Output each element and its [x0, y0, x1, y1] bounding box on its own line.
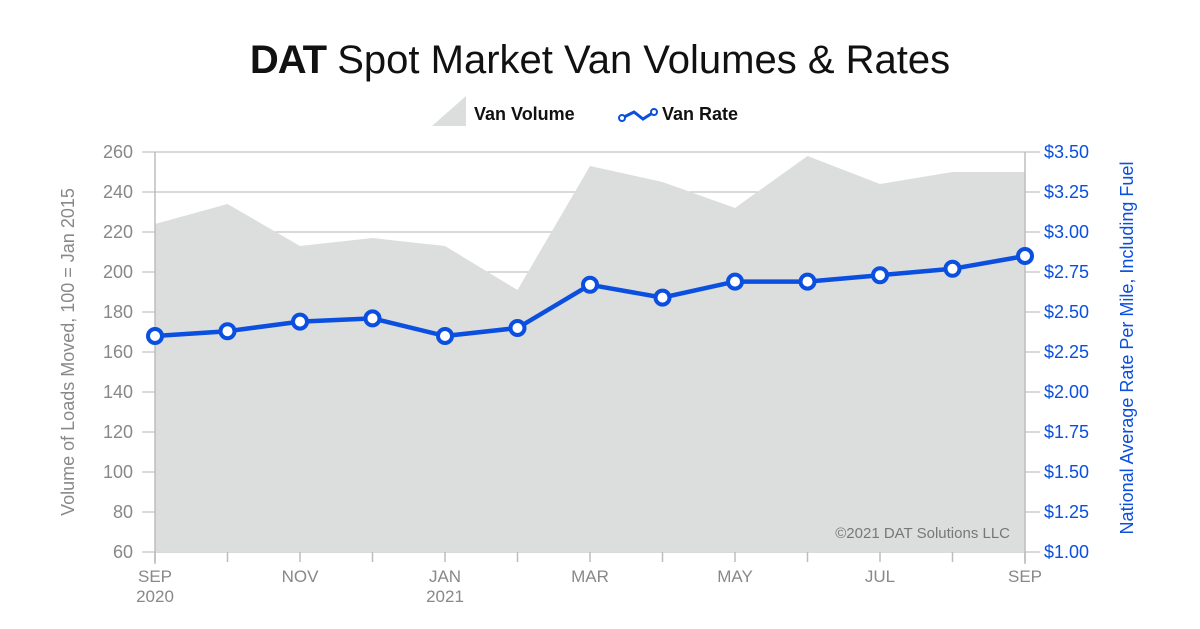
van-rate-point — [291, 312, 309, 331]
van-rate-point — [726, 272, 744, 291]
van-rate-point — [363, 309, 382, 328]
legend: Van Volume Van Rate — [432, 96, 738, 126]
x-tick-label: MAR — [571, 567, 609, 586]
van-rate-point — [508, 319, 527, 337]
y-left-tick-label: 120 — [103, 422, 133, 442]
x-tick-label: 2021 — [426, 587, 464, 606]
y-right-tick-label: $1.75 — [1044, 422, 1089, 442]
chart-title: DAT Spot Market Van Volumes & Rates — [0, 38, 1200, 83]
legend-rate-marker — [650, 108, 658, 116]
legend-rate-label: Van Rate — [662, 104, 738, 124]
van-rate-point — [146, 327, 164, 345]
axes: 60 $1.00 80 $1.25 100 $1.50 120 $1.75 140 $2.00 16… — [103, 142, 1089, 606]
y-right-tick-label: $2.00 — [1044, 382, 1089, 402]
y-right-tick-label: $3.00 — [1044, 222, 1089, 242]
van-volume-area — [155, 156, 1025, 552]
y-left-tick-label: 260 — [103, 142, 133, 162]
legend-rate-swatch — [621, 110, 655, 121]
copyright-annotation: ©2021 DAT Solutions LLC — [835, 525, 1010, 542]
y-right-tick-label: $1.50 — [1044, 462, 1089, 482]
x-tick-label: SEP — [1008, 567, 1042, 586]
y-left-tick-label: 200 — [103, 262, 133, 282]
rate-line-layer — [146, 247, 1034, 345]
y-left-tick-label: 240 — [103, 182, 133, 202]
y-left-tick-label: 140 — [103, 382, 133, 402]
y-right-tick-label: $2.75 — [1044, 262, 1089, 282]
volume-area-layer — [155, 156, 1025, 552]
y-axis-right-label: National Average Rate Per Mile, Includin… — [1117, 162, 1137, 535]
van-rate-point — [871, 266, 889, 285]
legend-volume-swatch — [432, 96, 466, 126]
x-tick-label: JUL — [865, 567, 895, 586]
legend-volume-label: Van Volume — [474, 104, 575, 124]
y-left-tick-label: 180 — [103, 302, 133, 322]
legend-rate-marker — [618, 114, 626, 122]
x-tick-label: SEP — [138, 567, 172, 586]
van-rate-point — [798, 272, 817, 291]
y-left-tick-label: 160 — [103, 342, 133, 362]
x-tick-label: 2020 — [136, 587, 174, 606]
van-rate-point — [218, 322, 237, 341]
chart-title-text: Spot Market Van Volumes & Rates — [337, 38, 951, 82]
y-left-tick-label: 100 — [103, 462, 133, 482]
y-left-tick-label: 60 — [113, 542, 133, 562]
x-tick-label: JAN — [429, 567, 461, 586]
y-right-tick-label: $3.50 — [1044, 142, 1089, 162]
van-rate-point — [1016, 247, 1034, 265]
van-rate-point — [653, 288, 672, 307]
y-right-tick-label: $3.25 — [1044, 182, 1089, 202]
van-rate-point — [581, 275, 599, 294]
y-left-tick-label: 220 — [103, 222, 133, 242]
van-rate-point — [943, 259, 962, 278]
y-right-tick-label: $1.00 — [1044, 542, 1089, 562]
y-left-tick-label: 80 — [113, 502, 133, 522]
y-right-tick-label: $2.50 — [1044, 302, 1089, 322]
dat-logo: DAT — [249, 38, 327, 82]
x-tick-label: NOV — [282, 567, 320, 586]
y-right-tick-label: $2.25 — [1044, 342, 1089, 362]
y-right-tick-label: $1.25 — [1044, 502, 1089, 522]
y-axis-left-label: Volume of Loads Moved, 100 = Jan 2015 — [58, 188, 78, 516]
x-tick-label: MAY — [717, 567, 753, 586]
van-rate-point — [436, 327, 454, 345]
